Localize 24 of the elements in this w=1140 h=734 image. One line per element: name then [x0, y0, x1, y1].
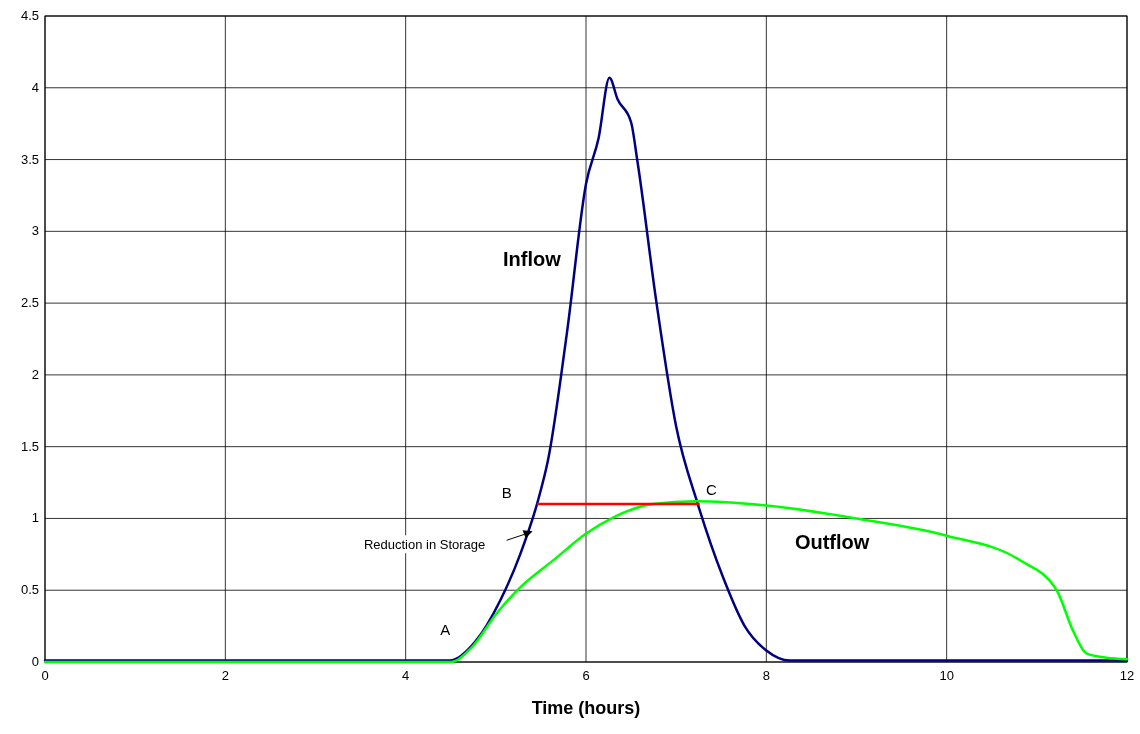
x-tick-label: 10	[939, 668, 954, 683]
y-tick-label: 2.5	[20, 295, 39, 311]
annotation: Reduction in Storage	[363, 537, 486, 553]
series-label: Outflow	[794, 530, 870, 553]
annotation: B	[501, 483, 512, 501]
x-tick-label: 0	[41, 668, 49, 683]
x-tick-label: 2	[221, 668, 229, 683]
x-tick-label: 12	[1119, 668, 1135, 683]
annotation: C	[705, 480, 717, 498]
y-tick-label: 0	[31, 654, 39, 669]
y-tick-label: 3	[31, 223, 39, 239]
y-tick-label: 4.5	[20, 8, 39, 23]
y-tick-label: 2	[31, 366, 39, 382]
x-axis-title: Time (hours)	[531, 698, 641, 718]
y-tick-label: 1.5	[20, 438, 39, 454]
series-label: Inflow	[503, 247, 562, 270]
y-tick-label: 1	[31, 510, 39, 526]
x-tick-label: 4	[402, 668, 410, 683]
x-tick-label: 6	[582, 668, 590, 683]
y-tick-label: 3.5	[20, 151, 39, 167]
annotation: A	[440, 621, 451, 639]
y-tick-label: 0.5	[20, 582, 39, 598]
x-tick-label: 8	[762, 668, 770, 683]
y-tick-label: 4	[31, 79, 39, 95]
